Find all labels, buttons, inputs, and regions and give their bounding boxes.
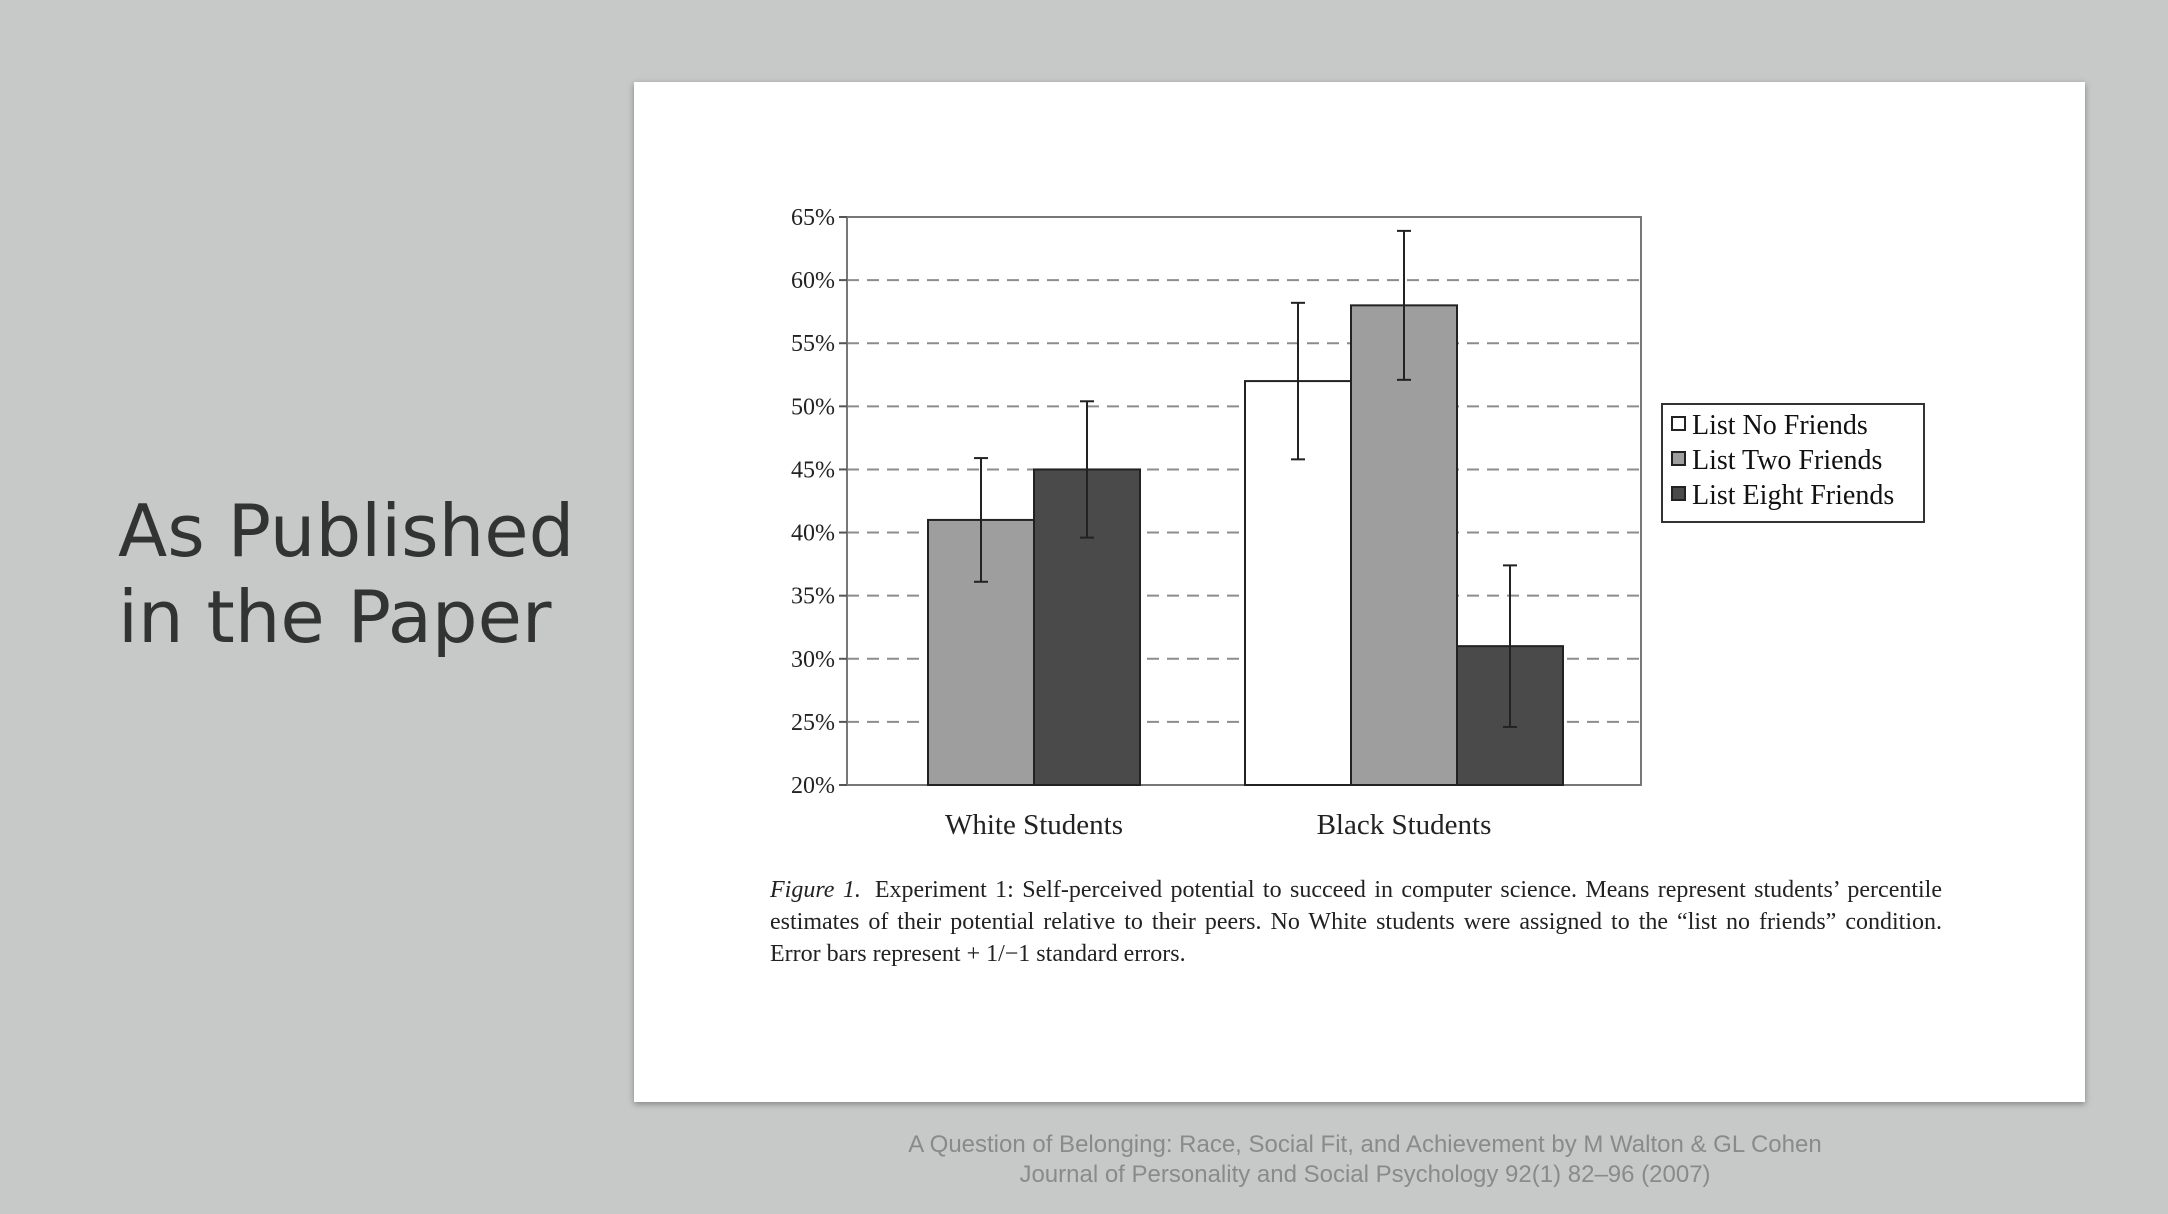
source-citation-title: A Question of Belonging: Race, Social Fi… <box>908 1131 1822 1158</box>
y-tick-label: 55% <box>791 331 835 357</box>
legend-swatch <box>1671 416 1686 431</box>
legend-label: List No Friends <box>1692 410 1868 441</box>
bar-chart: 20% 25% 30% 35% 40% 45% 50% 55% 60% 65% White Stud… <box>791 205 1925 841</box>
legend-box <box>1661 403 1925 523</box>
legend-swatch <box>1671 486 1686 501</box>
figure-caption-label: Figure 1. <box>770 877 861 903</box>
figure-card: 20% 25% 30% 35% 40% 45% 50% 55% 60% 65% White Stud… <box>634 82 2085 1102</box>
x-category-label: White Students <box>945 809 1123 841</box>
y-tick-label: 25% <box>791 710 835 736</box>
slide-title-line-2: in the Paper <box>118 575 552 659</box>
y-tick-label: 20% <box>791 773 835 799</box>
figure-caption: Figure 1. Experiment 1: Self-perceived po… <box>770 874 1942 970</box>
y-tick-label: 30% <box>791 647 835 673</box>
y-tick-label: 50% <box>791 394 835 420</box>
y-tick-label: 40% <box>791 521 835 547</box>
bar <box>1350 304 1458 786</box>
figure-caption-text: Experiment 1: Self-perceived potential t… <box>770 877 1942 967</box>
y-tick-label: 60% <box>791 268 835 294</box>
legend-label: List Eight Friends <box>1692 480 1894 511</box>
legend-swatch <box>1671 451 1686 466</box>
legend-label: List Two Friends <box>1692 445 1882 476</box>
source-citation-journal: Journal of Personality and Social Psycho… <box>1019 1161 1711 1188</box>
y-tick-label: 35% <box>791 584 835 610</box>
slide-title: As Published in the Paper <box>118 488 574 660</box>
y-tick-label: 45% <box>791 457 835 483</box>
x-category-label: Black Students <box>1317 809 1492 841</box>
source-citation: A Question of Belonging: Race, Social Fi… <box>800 1130 1930 1190</box>
y-tick-label: 65% <box>791 205 835 231</box>
slide-title-line-1: As Published <box>118 489 575 573</box>
